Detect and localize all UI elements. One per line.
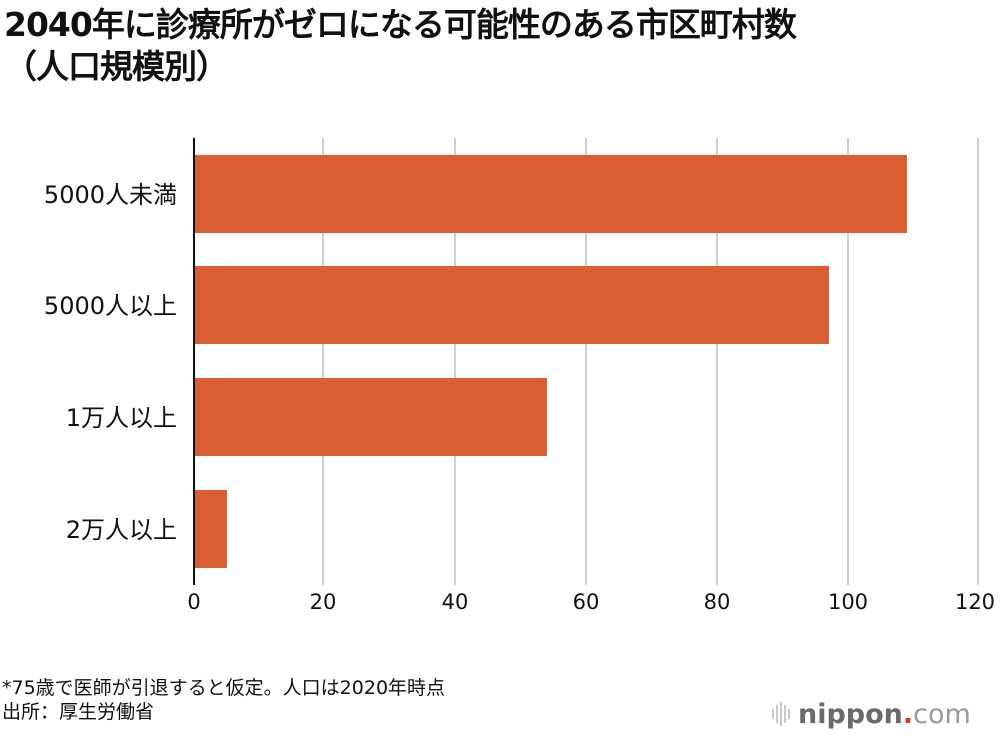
gridline-40 bbox=[454, 138, 456, 585]
sound-bars-icon bbox=[772, 702, 790, 726]
bar-10000-over bbox=[194, 378, 548, 456]
gridline-60 bbox=[585, 138, 587, 585]
x-tick-label: 80 bbox=[703, 590, 731, 614]
x-tick-label: 120 bbox=[954, 590, 996, 614]
gridline-100 bbox=[847, 138, 849, 585]
nippon-logo: nippon. com bbox=[772, 698, 971, 730]
chart-title: 2040年に診療所がゼロになる可能性のある市区町村数 （人口規模別） bbox=[4, 4, 994, 88]
x-tick-label: 60 bbox=[572, 590, 600, 614]
category-label: 5000人未満 bbox=[43, 181, 177, 209]
gridline-80 bbox=[716, 138, 718, 585]
y-axis-line bbox=[193, 138, 195, 585]
bar-20000-over bbox=[194, 490, 227, 568]
logo-tld: com bbox=[913, 698, 971, 730]
chart-title-line2: （人口規模別） bbox=[4, 47, 229, 86]
x-tick-label: 0 bbox=[187, 590, 201, 614]
gridline-120 bbox=[977, 138, 979, 585]
footnote: *75歳で医師が引退すると仮定。人口は2020年時点 bbox=[2, 677, 446, 699]
bar-5000-over bbox=[194, 266, 829, 344]
category-label: 2万人以上 bbox=[65, 516, 177, 544]
chart-title-line1: 2040年に診療所がゼロになる可能性のある市区町村数 bbox=[4, 5, 797, 44]
logo-name: nippon bbox=[798, 698, 903, 730]
plot-area bbox=[193, 138, 979, 585]
gridline-20 bbox=[322, 138, 324, 585]
category-label: 1万人以上 bbox=[65, 404, 177, 432]
category-label: 5000人以上 bbox=[43, 292, 177, 320]
logo-dot: . bbox=[902, 698, 914, 730]
x-tick-label: 100 bbox=[827, 590, 869, 614]
source-note: 出所：厚生労働省 bbox=[2, 701, 155, 723]
x-tick-label: 40 bbox=[441, 590, 469, 614]
bar-5000-under bbox=[194, 155, 908, 233]
x-tick-label: 20 bbox=[309, 590, 337, 614]
